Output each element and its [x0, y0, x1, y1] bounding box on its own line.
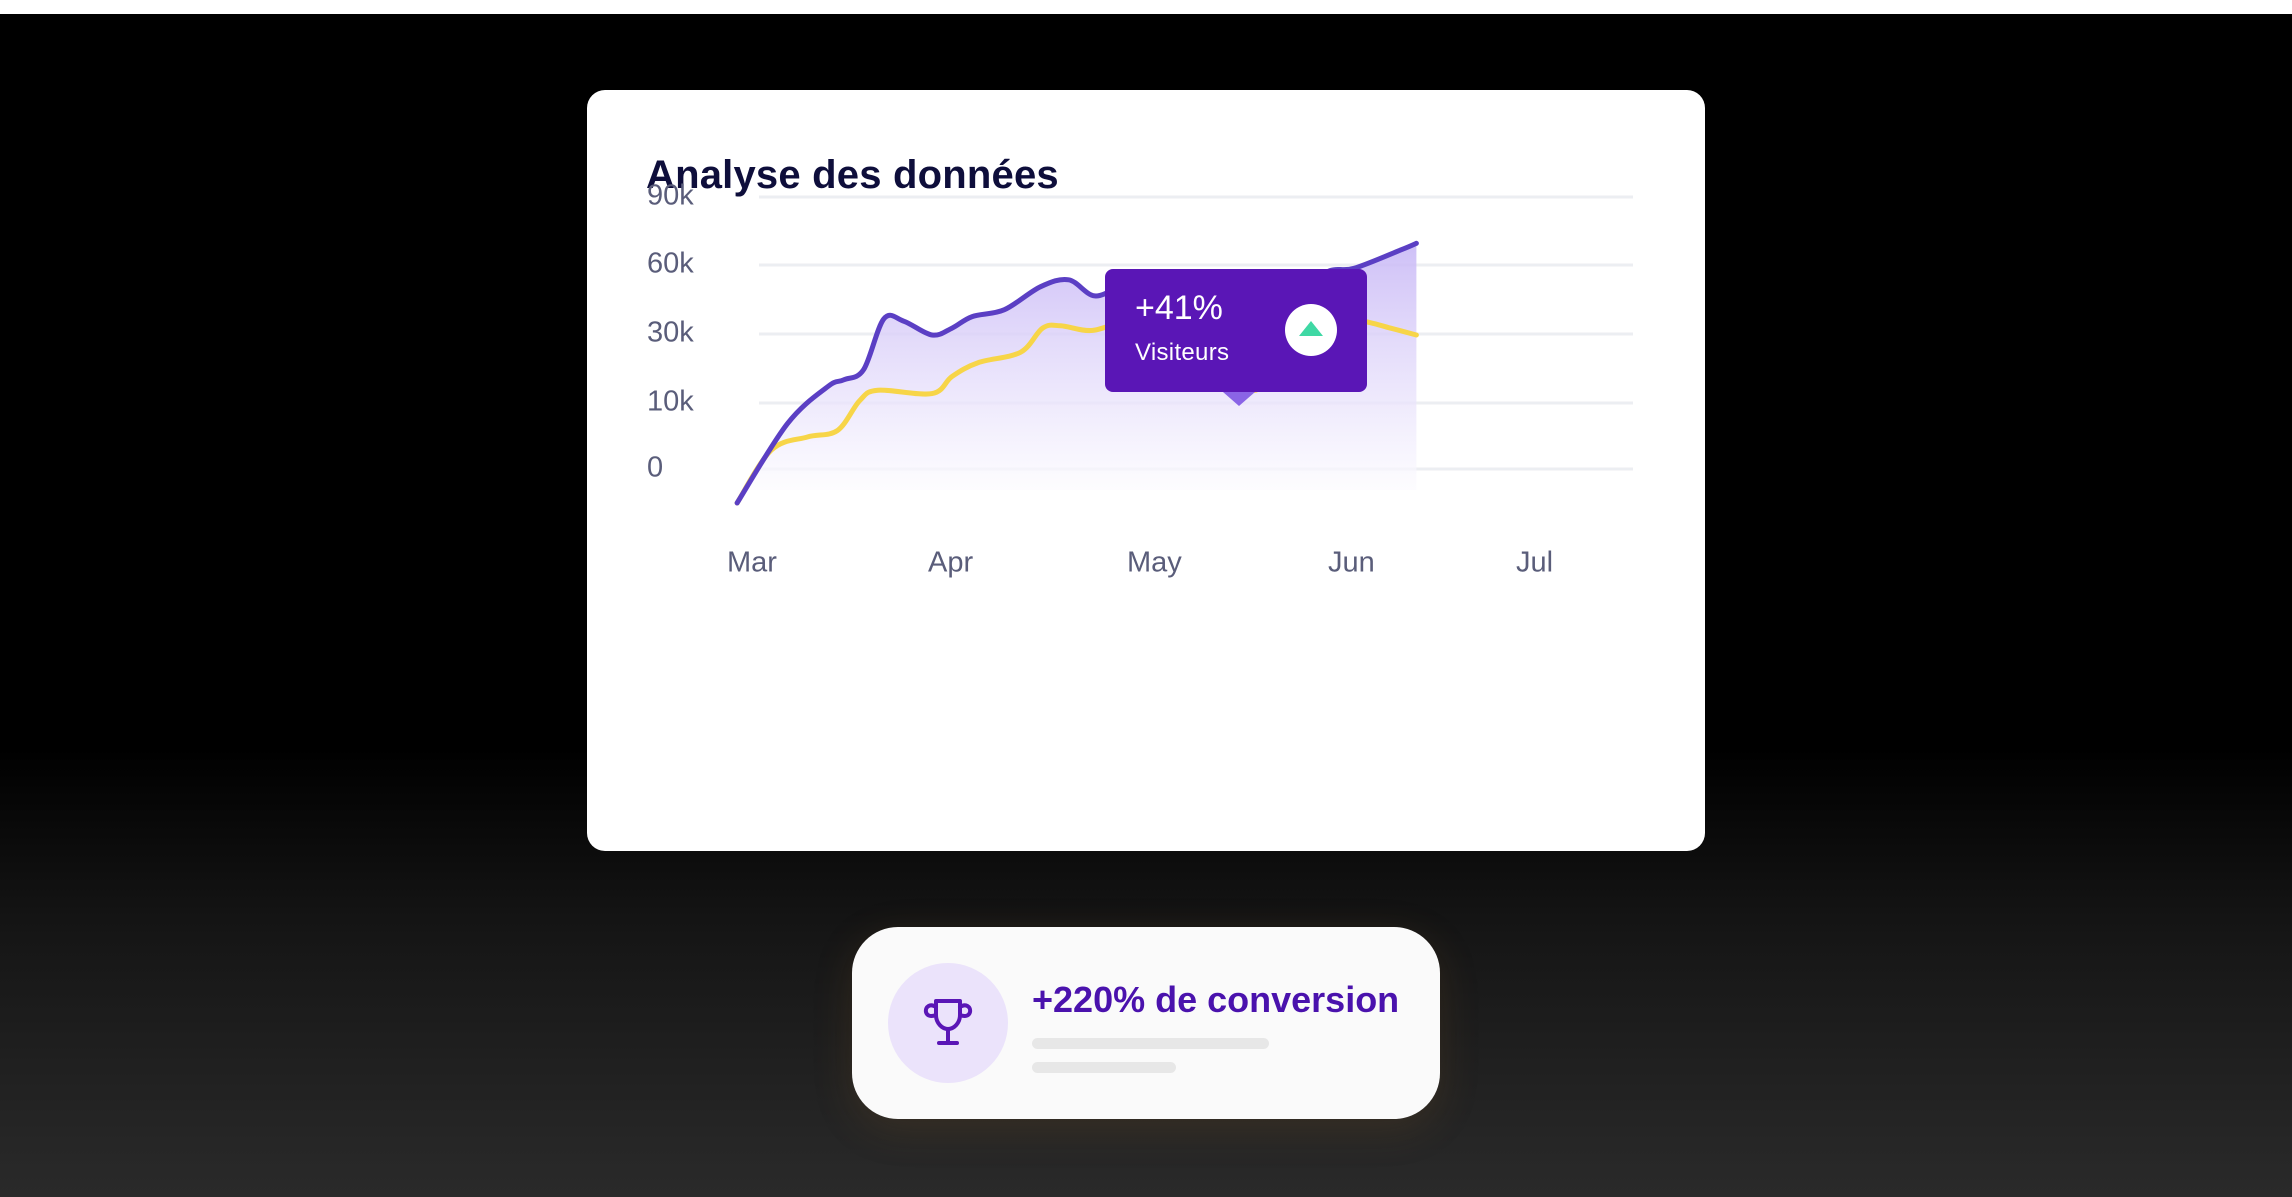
y-tick-label: 10k: [647, 386, 694, 418]
x-tick-label: Jun: [1328, 547, 1375, 579]
y-tick-label: 0: [647, 452, 663, 484]
x-tick-label: May: [1127, 547, 1182, 579]
y-tick-label: 60k: [647, 248, 694, 280]
x-tick-label: Jul: [1516, 547, 1553, 579]
chart-tooltip: +41% Visiteurs: [1105, 269, 1367, 406]
placeholder-line: [1032, 1062, 1176, 1073]
conversion-card: +220% de conversion: [852, 927, 1440, 1119]
tooltip-value: +41%: [1135, 289, 1223, 327]
line-chart: 0 10k 30k 60k 90k Mar Apr May Jun Jul: [647, 180, 1633, 579]
chart-title: Analyse des données: [646, 153, 1059, 197]
tooltip-arrow: [1223, 392, 1255, 406]
chart-card: Analyse des données 0 10k 30k 60k 90k Mar Apr…: [587, 90, 1705, 851]
x-tick-label: Mar: [727, 547, 777, 579]
y-tick-label: 90k: [647, 180, 694, 212]
x-tick-label: Apr: [928, 547, 973, 579]
tooltip-label: Visiteurs: [1135, 339, 1230, 366]
triangle-up-icon: [1285, 304, 1337, 356]
conversion-title: +220% de conversion: [1032, 979, 1400, 1020]
y-tick-label: 30k: [647, 317, 694, 349]
trophy-icon: [888, 963, 1008, 1083]
placeholder-line: [1032, 1038, 1269, 1049]
